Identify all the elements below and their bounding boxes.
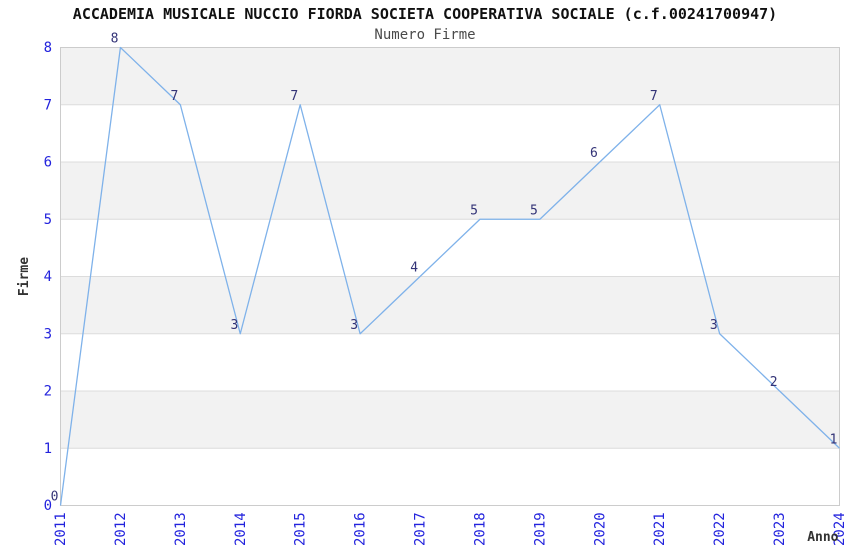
- x-tick-label: 2012: [113, 512, 129, 546]
- x-tick-label: 2024: [832, 512, 848, 546]
- x-tick-label: 2019: [532, 512, 548, 546]
- y-axis-title: Firme: [17, 257, 32, 296]
- x-tick-label: 2022: [712, 512, 728, 546]
- point-label: 2: [770, 375, 778, 390]
- y-tick-label: 8: [44, 40, 52, 56]
- x-tick-label: 2020: [592, 512, 608, 546]
- point-label: 6: [590, 146, 598, 161]
- point-label: 8: [111, 32, 119, 47]
- point-label: 3: [710, 318, 718, 333]
- point-label: 3: [350, 318, 358, 333]
- grid-band: [60, 162, 840, 220]
- y-tick-label: 3: [44, 326, 52, 342]
- grid-band: [60, 47, 840, 105]
- x-tick-label: 2011: [53, 512, 69, 546]
- x-tick-label: 2018: [472, 512, 488, 546]
- series-line: [59, 46, 840, 506]
- point-label: 0: [51, 490, 59, 505]
- x-tick-label: 2023: [772, 512, 788, 546]
- x-tick-label: 2021: [652, 512, 668, 546]
- grid-band: [60, 276, 840, 334]
- y-tick-label: 2: [44, 384, 52, 400]
- x-tick-label: 2017: [413, 512, 429, 546]
- point-label: 1: [830, 432, 838, 447]
- x-tick-label: 2016: [353, 512, 369, 546]
- point-label: 7: [650, 89, 658, 104]
- y-tick-label: 1: [44, 441, 52, 457]
- y-tick-label: 6: [44, 155, 52, 171]
- y-tick-label: 7: [44, 97, 52, 113]
- x-tick-label: 2014: [233, 512, 249, 546]
- y-tick-label: 4: [44, 269, 52, 285]
- x-tick-label: 2015: [293, 512, 309, 546]
- x-tick-label: 2013: [173, 512, 189, 546]
- x-axis-title: Anno: [807, 530, 838, 545]
- chart-title: ACCADEMIA MUSICALE NUCCIO FIORDA SOCIETA…: [72, 5, 778, 23]
- grid-band: [60, 391, 840, 449]
- plot-border: [60, 47, 840, 506]
- point-label: 5: [470, 203, 478, 218]
- point-label: 4: [410, 261, 418, 276]
- point-label: 7: [171, 89, 179, 104]
- point-label: 5: [530, 203, 538, 218]
- chart-subtitle: Numero Firme: [374, 27, 476, 43]
- point-label: 3: [230, 318, 238, 333]
- y-tick-label: 5: [44, 212, 52, 228]
- point-label: 7: [290, 89, 298, 104]
- y-tick-label: 0: [44, 498, 52, 514]
